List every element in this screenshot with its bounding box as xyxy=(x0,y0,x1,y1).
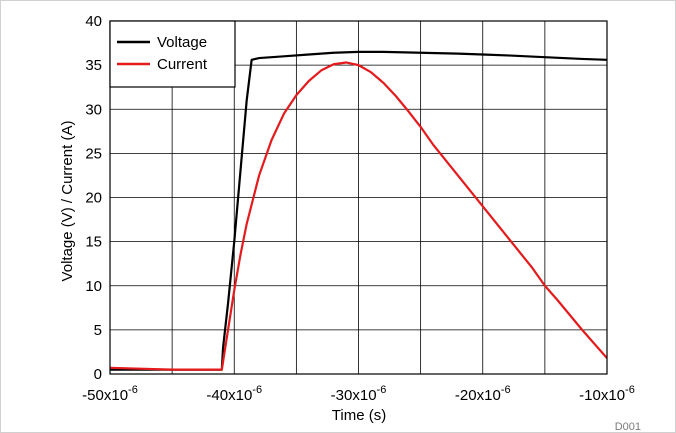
y-tick-label: 10 xyxy=(85,278,102,295)
x-axis-tick-labels: -50x10-6 -40x10-6 -30x10-6 -20x10-6 -10x10-6 xyxy=(82,384,635,404)
x-tick-label: -50x10-6 xyxy=(82,384,138,404)
y-tick-label: 0 xyxy=(94,366,102,383)
series-group xyxy=(110,50,607,371)
y-tick-label: 35 xyxy=(85,57,102,74)
figure-id-label: D001 xyxy=(615,421,641,433)
x-tick-label: -10x10-6 xyxy=(579,384,635,404)
y-tick-label: 30 xyxy=(85,101,102,118)
y-tick-label: 20 xyxy=(85,190,102,207)
grid xyxy=(110,21,607,374)
legend-label-current: Current xyxy=(157,56,208,73)
legend-label-voltage: Voltage xyxy=(157,34,207,51)
plot-area-frame xyxy=(109,20,608,375)
x-tick-label: -20x10-6 xyxy=(455,384,511,404)
series-line-current xyxy=(110,61,607,371)
x-axis-title: Time (s) xyxy=(332,407,386,424)
y-tick-label: 5 xyxy=(94,322,102,339)
series-line-voltage xyxy=(110,50,607,371)
x-tick-label: -30x10-6 xyxy=(331,384,387,404)
y-axis-title: Voltage (V) / Current (A) xyxy=(59,121,76,282)
y-tick-label: 25 xyxy=(85,145,102,162)
y-tick-label: 15 xyxy=(85,234,102,251)
x-tick-label: -40x10-6 xyxy=(206,384,262,404)
legend-box xyxy=(109,20,236,88)
y-axis-tick-labels: 0 5 10 15 20 25 30 35 40 xyxy=(85,13,102,383)
legend: Voltage Current xyxy=(109,20,236,88)
y-tick-label: 40 xyxy=(85,13,102,30)
